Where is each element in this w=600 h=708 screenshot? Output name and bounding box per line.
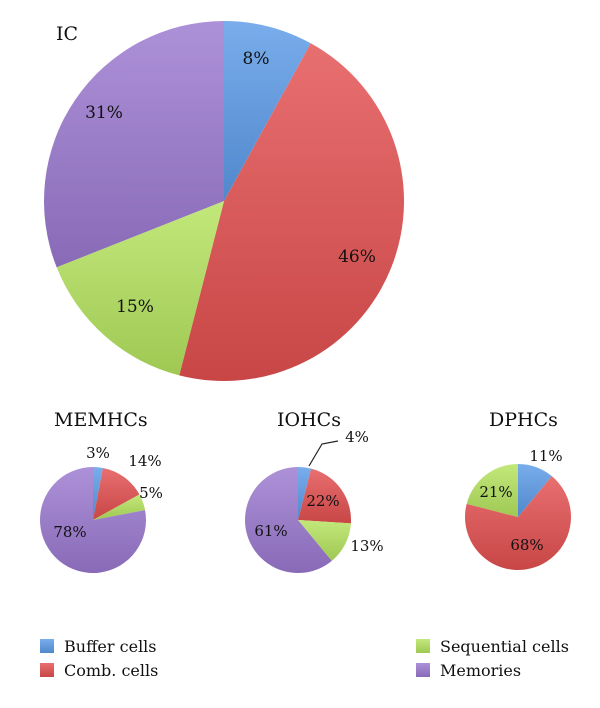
pie-slice-ic-sequential: [56, 201, 224, 376]
data-label-iohcs-memories: 61%: [254, 522, 287, 540]
pie-slice-iohcs-comb: [298, 468, 352, 524]
leader-line-iohcs-buffer: [308, 440, 339, 467]
legend-swatch-memories: [416, 663, 430, 677]
legend-label-sequential: Sequential cells: [440, 637, 569, 656]
pie-slice-ic-memories: [44, 21, 224, 268]
legend-label-memories: Memories: [440, 661, 521, 680]
pie-slice-dphcs-buffer: [518, 464, 552, 517]
data-label-dphcs-comb: 68%: [510, 536, 543, 554]
data-label-iohcs-buffer: 4%: [345, 428, 369, 446]
pie-slice-ic-comb: [179, 43, 405, 381]
legend-swatch-sequential: [416, 639, 430, 653]
pie-slice-memhcs-comb: [93, 467, 140, 520]
chart-title-iohcs: IOHCs: [277, 409, 341, 431]
legend-swatch-buffer: [40, 639, 54, 653]
data-label-iohcs-comb: 22%: [306, 492, 339, 510]
pie-slice-iohcs-sequential: [298, 520, 351, 561]
legend: Buffer cells Comb. cells Sequential cell…: [40, 637, 569, 680]
pie-slice-dphcs-comb: [465, 476, 572, 571]
pie-label-group: 8% 46% 15% 31% 3% 14% 5% 78% 4% 22% 13% 61% 11% 68% 21…: [53, 49, 562, 555]
data-label-ic-buffer: 8%: [243, 49, 270, 69]
data-label-dphcs-sequential: 21%: [479, 483, 512, 501]
pie-slice-dphcs-sequential: [466, 464, 518, 517]
data-label-iohcs-sequential: 13%: [350, 537, 383, 555]
pie-slice-memhcs-memories: [39, 467, 146, 573]
legend-swatch-comb: [40, 663, 54, 677]
pie-slice-memhcs-sequential: [93, 494, 146, 520]
data-label-memhcs-buffer: 3%: [86, 444, 110, 462]
data-label-memhcs-memories: 78%: [53, 523, 86, 541]
data-label-dphcs-buffer: 11%: [529, 447, 562, 465]
legend-label-buffer: Buffer cells: [64, 637, 157, 656]
data-label-ic-memories: 31%: [85, 103, 123, 123]
pie-slice-memhcs-buffer: [93, 467, 103, 520]
chart-title-ic: IC: [56, 23, 78, 45]
legend-label-comb: Comb. cells: [64, 661, 158, 680]
pie-slice-iohcs-buffer: [298, 467, 312, 520]
data-label-ic-sequential: 15%: [116, 297, 154, 317]
pie-slice-iohcs-memories: [244, 467, 332, 573]
chart-title-memhcs: MEMHCs: [54, 409, 148, 431]
data-label-memhcs-comb: 14%: [128, 452, 161, 470]
chart-title-dphcs: DPHCs: [489, 409, 558, 431]
data-label-ic-comb: 46%: [338, 247, 376, 267]
pie-slice-ic-buffer: [224, 20, 311, 201]
pie-group: [39, 20, 572, 573]
data-label-memhcs-sequential: 5%: [139, 484, 163, 502]
